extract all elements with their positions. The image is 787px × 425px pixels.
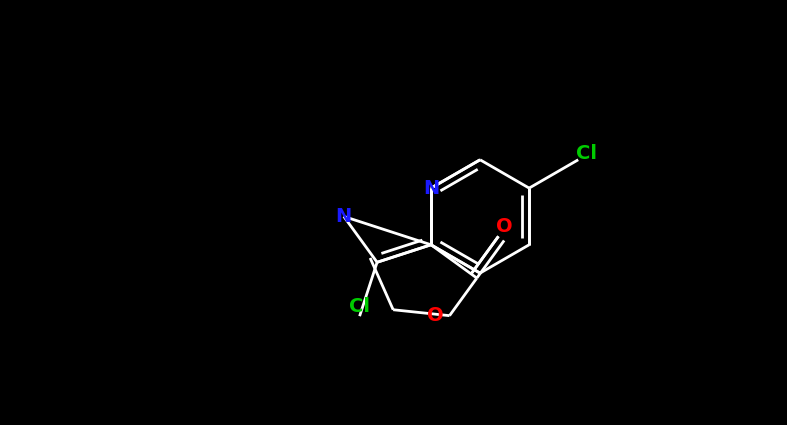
Text: N: N: [336, 207, 352, 226]
Text: O: O: [496, 217, 512, 236]
Text: O: O: [427, 306, 444, 325]
Text: Cl: Cl: [575, 144, 597, 163]
Text: N: N: [423, 178, 439, 198]
Text: Cl: Cl: [349, 297, 370, 316]
